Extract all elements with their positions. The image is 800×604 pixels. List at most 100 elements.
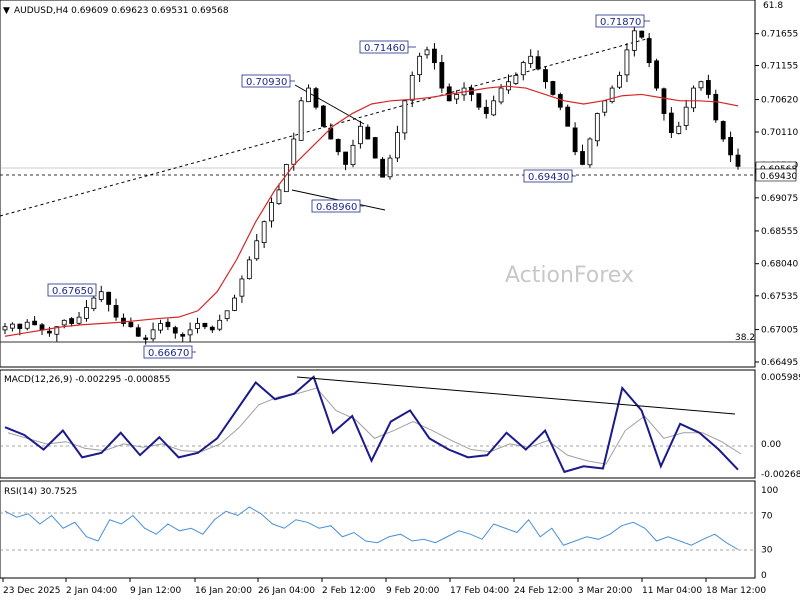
price-tick-label: 0.68040 (761, 260, 798, 270)
price-callout: 0.70930 (241, 74, 295, 88)
price-callout: 0.71870 (595, 14, 650, 28)
time-tick-label: 2 Feb 12:00 (322, 586, 376, 596)
candle-body (683, 106, 689, 126)
time-x-axis: 23 Dec 2025 2 Jan 04:00 9 Jan 12:00 16 Jan … (2, 578, 766, 596)
macd-tick-label: 0.00 (761, 440, 781, 450)
price-callout: 0.66670 (143, 345, 196, 359)
svg-text:0.69430: 0.69430 (528, 172, 569, 183)
candle-body (476, 93, 482, 108)
candle-body (432, 48, 437, 64)
candle-body (720, 121, 726, 140)
candle-body (417, 55, 423, 76)
candle-body (491, 100, 497, 116)
candle-body (2, 326, 8, 331)
candle-body (609, 87, 615, 103)
price-tick-label: 0.70620 (761, 96, 798, 106)
candle-body (654, 60, 659, 89)
candle-body (454, 94, 460, 100)
candle-body (246, 259, 252, 280)
candle-body (550, 81, 556, 95)
candle-body (572, 127, 578, 153)
candle-body (343, 151, 348, 165)
candle-body (32, 320, 38, 326)
candle-body (617, 74, 622, 88)
time-tick-label: 18 Mar 12:00 (706, 586, 766, 596)
rsi-y-axis: 100 70 30 0 (761, 486, 778, 581)
candle-body (61, 319, 67, 326)
price-tick-label: 0.67005 (761, 326, 798, 336)
macd-divergence-trendline (296, 376, 736, 415)
watermark: ActionForex (505, 263, 634, 288)
candle-body (91, 297, 97, 310)
candle-body (24, 321, 30, 329)
price-tick-label: 0.71655 (761, 30, 798, 40)
candle-body (180, 334, 186, 337)
candle-body (306, 87, 311, 103)
candlestick-series (2, 23, 741, 345)
candle-body (98, 291, 104, 300)
rsi-tick-label: 0 (761, 571, 767, 581)
candle-body (698, 81, 704, 89)
svg-text:0.66670: 0.66670 (148, 348, 189, 359)
candle-body (557, 94, 563, 108)
candle-body (735, 154, 741, 167)
candle-body (409, 74, 415, 101)
candle-body (646, 38, 652, 64)
candle-body (320, 105, 326, 127)
candle-body (165, 321, 171, 328)
candle-body (261, 221, 267, 244)
candle-body (217, 319, 223, 330)
price-callouts: 0.67650 0.66670 0.70930 0.68960 0.71460 0.718… (47, 14, 650, 359)
candle-body (121, 317, 126, 324)
candle-body (350, 144, 356, 166)
candle-body (365, 126, 371, 140)
candle-body (594, 113, 600, 142)
time-tick-label: 23 Dec 2025 (3, 586, 61, 596)
candle-body (565, 106, 571, 127)
candle-body (84, 307, 89, 319)
moving-average-line (4, 85, 739, 337)
candle-body (602, 100, 608, 113)
candle-body (713, 93, 719, 121)
price-tick-label: 0.69075 (761, 194, 798, 204)
price-callout: 0.71460 (359, 40, 416, 54)
macd-main-line (4, 375, 739, 474)
candle-body (195, 323, 200, 329)
candle-body (395, 132, 400, 159)
candle-body (535, 56, 541, 70)
panel-frames (0, 0, 756, 579)
candle-body (513, 74, 519, 84)
rsi-tick-label: 70 (761, 512, 773, 522)
svg-text:0.71460: 0.71460 (364, 43, 405, 54)
time-tick-label: 26 Jan 04:00 (258, 586, 315, 596)
header-marker: ▼ (3, 6, 10, 16)
candle-body (661, 88, 667, 114)
svg-text:0.67650: 0.67650 (52, 286, 93, 297)
candle-body (372, 137, 378, 159)
support-price-tag: 0.69430 (755, 168, 797, 182)
candle-body (276, 189, 282, 205)
fib-38-label: 38.2 (735, 333, 755, 343)
candle-body (520, 62, 526, 76)
svg-text:0.71870: 0.71870 (600, 17, 641, 28)
candle-body (639, 30, 645, 38)
candle-body (239, 278, 245, 297)
price-callout: 0.67650 (47, 283, 97, 297)
price-tick-label: 0.68555 (761, 227, 798, 237)
time-tick-label: 9 Jan 12:00 (130, 586, 182, 596)
price-callout: 0.68960 (311, 199, 364, 213)
rsi-tick-label: 100 (761, 486, 778, 496)
candle-body (424, 49, 430, 56)
candle-body (187, 329, 193, 336)
candle-body (691, 87, 696, 109)
channel-dotted-trendline (0, 37, 651, 217)
candle-body (172, 327, 178, 334)
candle-body (528, 55, 534, 64)
candle-body (335, 138, 341, 153)
candle-body (69, 318, 75, 324)
candle-body (150, 329, 156, 340)
price-tick-label: 0.71155 (761, 61, 798, 71)
candle-body (498, 87, 504, 103)
